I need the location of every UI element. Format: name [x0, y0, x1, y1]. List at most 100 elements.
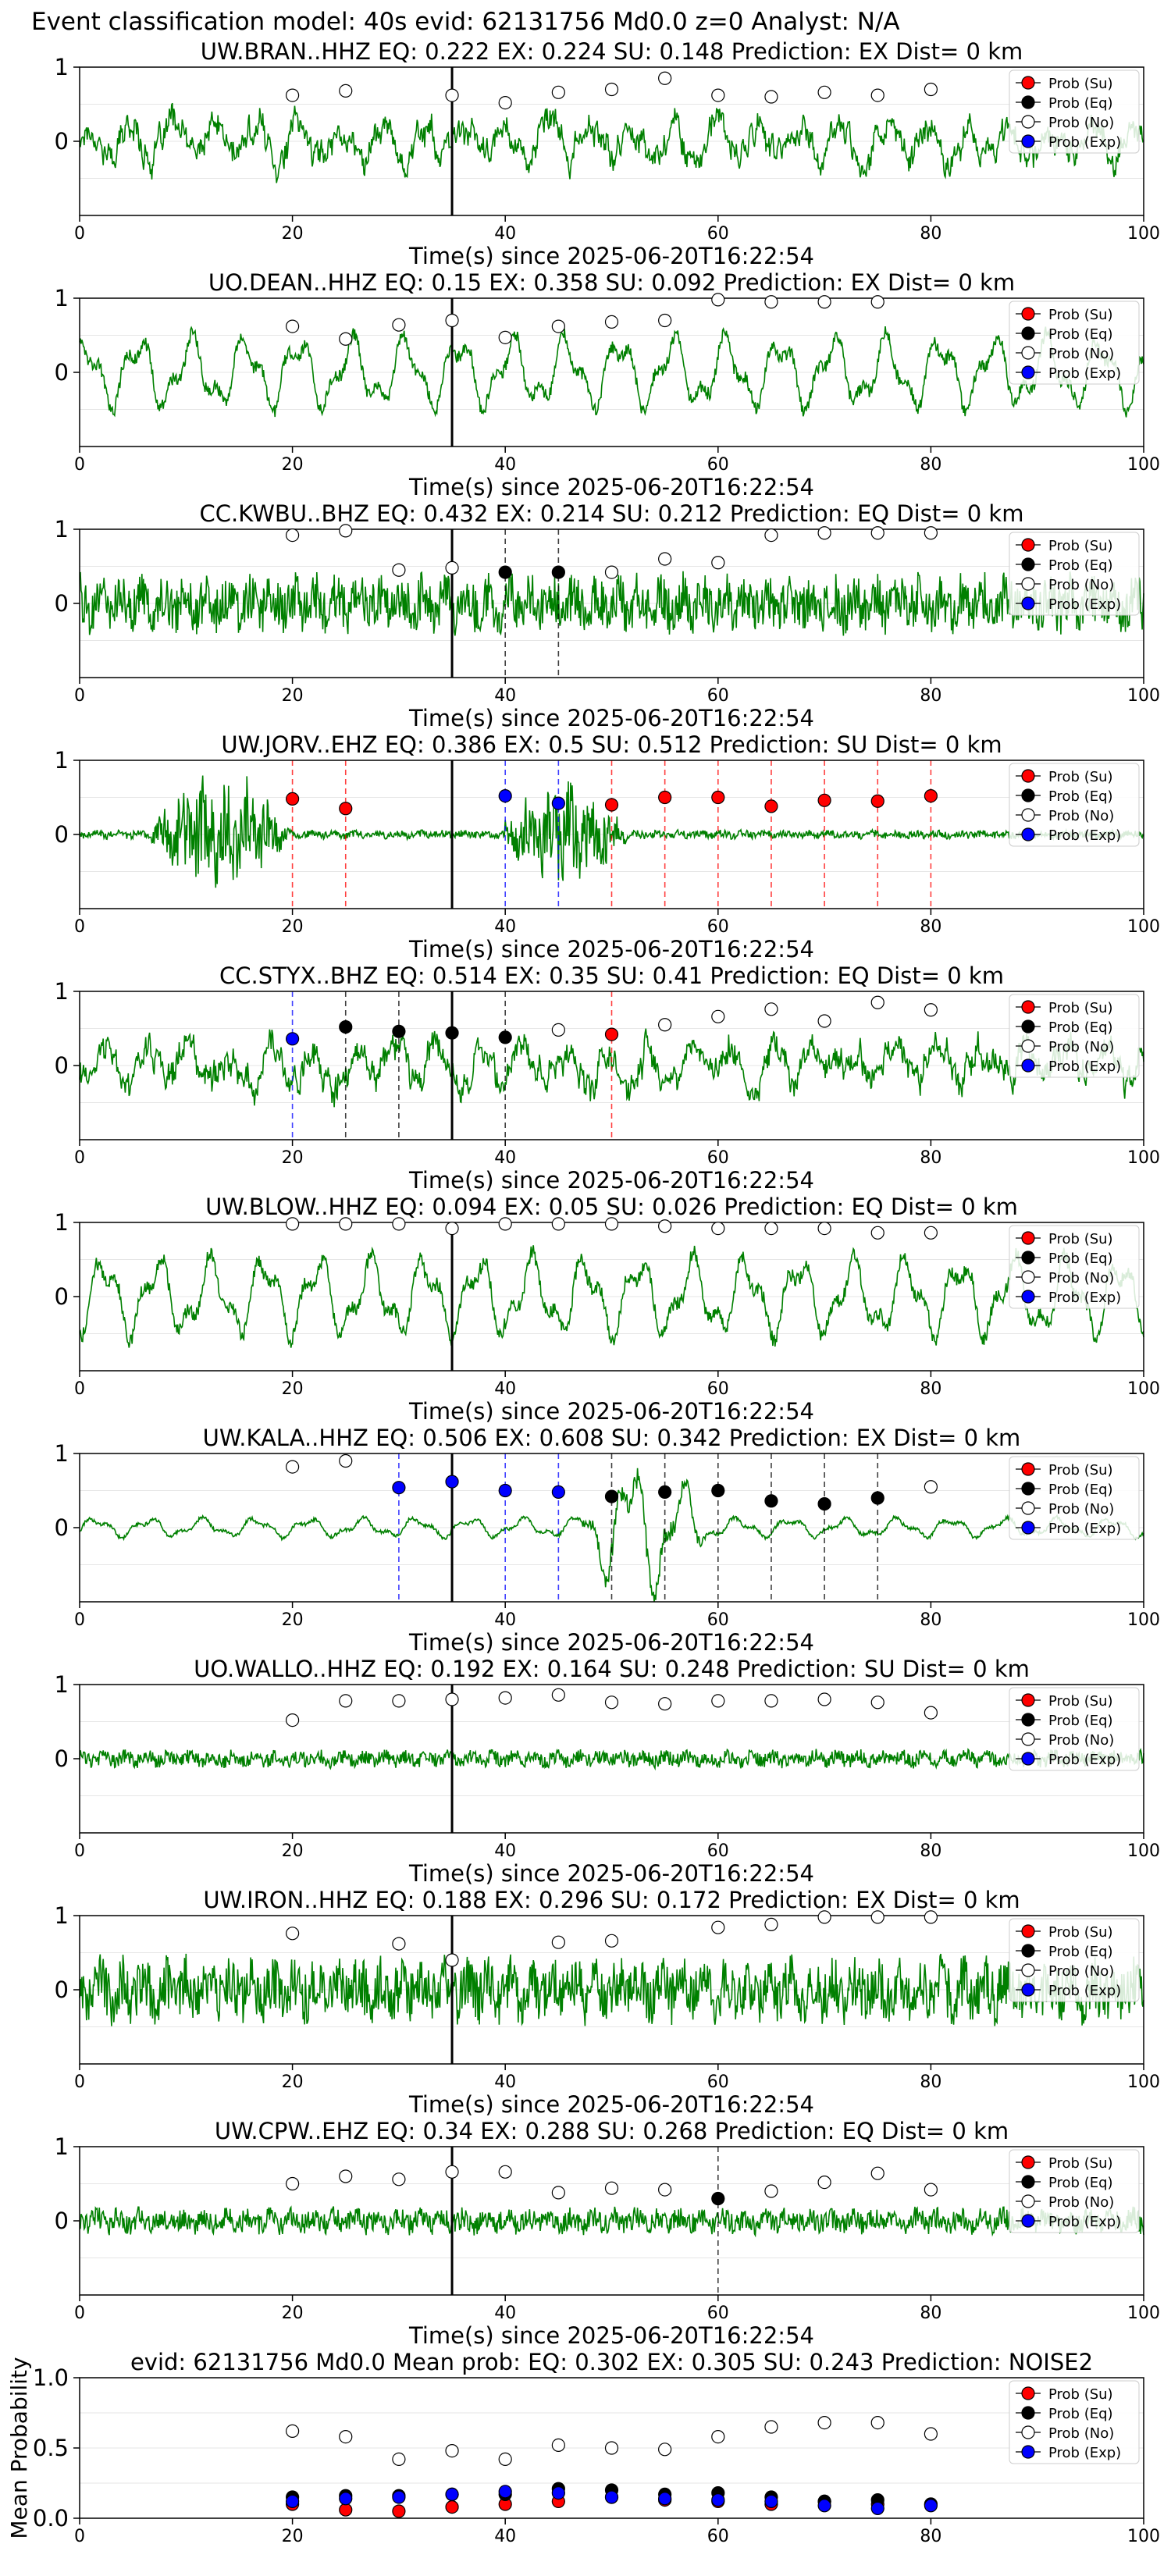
legend-label: Prob (Exp) [1048, 827, 1121, 844]
point-prob-su [711, 790, 725, 805]
point-prob-eq [817, 1496, 831, 1511]
y-tick-label: 1 [55, 1902, 69, 1929]
legend-label: Prob (No) [1048, 577, 1114, 593]
waveform-trace [79, 326, 1144, 418]
legend-box [1009, 2149, 1140, 2233]
point-prob-no [445, 560, 459, 575]
legend-marker [1021, 2386, 1035, 2400]
legend-marker [1021, 2155, 1035, 2169]
legend-label: Prob (Su) [1048, 76, 1113, 92]
point-prob-no [339, 1694, 353, 1708]
panel-uw-iron-hhz: UW.IRON..HHZ EQ: 0.188 EX: 0.296 SU: 0.1… [55, 1887, 1160, 2118]
panel-title: CC.STYX..BHZ EQ: 0.514 EX: 0.35 SU: 0.41… [219, 962, 1004, 989]
point-prob-exp [339, 2492, 353, 2506]
point-prob-eq [551, 565, 565, 579]
x-tick-label: 100 [1127, 1379, 1160, 1399]
x-tick-label: 80 [920, 2304, 941, 2323]
point-prob-no [764, 1917, 778, 1931]
x-tick-label: 0 [74, 1610, 85, 1630]
legend-marker [1021, 1924, 1035, 1938]
y-tick-label: 0 [55, 821, 69, 848]
legend-marker [1021, 769, 1035, 783]
legend-marker [1021, 95, 1035, 109]
legend-box [1009, 1456, 1140, 1540]
point-prob-no [286, 1217, 300, 1231]
point-prob-no [604, 82, 619, 97]
panel-title: UO.DEAN..HHZ EQ: 0.15 EX: 0.358 SU: 0.09… [208, 269, 1015, 296]
point-prob-no [817, 1221, 831, 1236]
waveform-trace [79, 1953, 1144, 2026]
legend-label: Prob (No) [1048, 115, 1114, 131]
x-tick-label: 60 [707, 686, 729, 706]
x-tick-label: 0 [74, 1379, 85, 1399]
point-prob-no [924, 1480, 938, 1494]
y-tick-label: 1 [55, 2133, 69, 2160]
y-tick-label: 0 [55, 590, 69, 617]
x-tick-label: 40 [494, 2527, 516, 2546]
point-prob-no [764, 2184, 778, 2198]
x-axis-label: Time(s) since 2025-06-20T16:22:54 [408, 2091, 814, 2118]
point-prob-no [604, 1695, 619, 1710]
panel-title: UW.IRON..HHZ EQ: 0.188 EX: 0.296 SU: 0.1… [203, 1887, 1020, 1913]
legend-marker [1021, 577, 1035, 591]
legend-marker [1021, 2194, 1035, 2208]
legend-label: Prob (No) [1048, 1270, 1114, 1286]
x-tick-label: 20 [282, 917, 304, 937]
point-prob-no [817, 295, 831, 309]
point-prob-no [764, 90, 778, 104]
point-prob-no [870, 526, 884, 540]
point-prob-no [339, 1217, 353, 1231]
point-prob-no [658, 71, 672, 85]
point-prob-exp [498, 2485, 512, 2499]
point-prob-no [286, 1460, 300, 1474]
legend-marker [1021, 1462, 1035, 1476]
x-tick-label: 20 [282, 1148, 304, 1168]
legend-label: Prob (Eq) [1048, 1482, 1113, 1498]
x-tick-label: 40 [494, 1148, 516, 1168]
legend-marker [1021, 1752, 1035, 1766]
legend-label: Prob (No) [1048, 2194, 1114, 2211]
point-prob-no [392, 1694, 406, 1708]
legend-label: Prob (Eq) [1048, 326, 1113, 343]
legend-marker [1021, 2214, 1035, 2228]
x-tick-label: 20 [282, 224, 304, 244]
legend-marker [1021, 307, 1035, 321]
x-tick-label: 20 [282, 1841, 304, 1861]
x-tick-label: 40 [494, 2073, 516, 2092]
legend-marker [1021, 827, 1035, 841]
point-prob-exp [551, 1485, 565, 1500]
legend-marker [1021, 326, 1035, 340]
point-prob-no [711, 1694, 725, 1708]
waveform-trace [79, 102, 1144, 183]
point-prob-exp [764, 2494, 778, 2508]
point-prob-exp [924, 2499, 938, 2513]
legend-box [1009, 763, 1140, 847]
y-tick-label: 0 [55, 1976, 69, 2003]
point-prob-no [870, 2416, 884, 2430]
point-prob-exp [286, 1032, 300, 1046]
point-prob-eq [498, 565, 512, 579]
y-tick-label: 1 [55, 978, 69, 1005]
legend-marker [1021, 2445, 1035, 2459]
point-prob-no [339, 2430, 353, 2444]
x-tick-label: 20 [282, 1610, 304, 1630]
point-prob-exp [658, 2492, 672, 2506]
point-prob-no [339, 524, 353, 538]
figure-suptitle: Event classification model: 40s evid: 62… [31, 8, 900, 36]
point-prob-no [870, 2166, 884, 2180]
x-tick-label: 60 [707, 224, 729, 244]
legend-marker [1021, 1693, 1035, 1707]
legend-marker [1021, 1713, 1035, 1727]
legend-box [1009, 994, 1140, 1078]
legend-label: Prob (No) [1048, 808, 1114, 824]
point-prob-no [392, 2452, 406, 2466]
point-prob-no [551, 2186, 565, 2200]
point-prob-no [604, 2181, 619, 2195]
point-prob-no [817, 526, 831, 540]
x-tick-label: 20 [282, 2527, 304, 2546]
panels: UW.BRAN..HHZ EQ: 0.222 EX: 0.224 SU: 0.1… [6, 38, 1160, 2546]
x-axis-label: Time(s) since 2025-06-20T16:22:54 [408, 474, 814, 500]
legend-label: Prob (No) [1048, 1963, 1114, 1980]
point-prob-no [817, 1014, 831, 1028]
